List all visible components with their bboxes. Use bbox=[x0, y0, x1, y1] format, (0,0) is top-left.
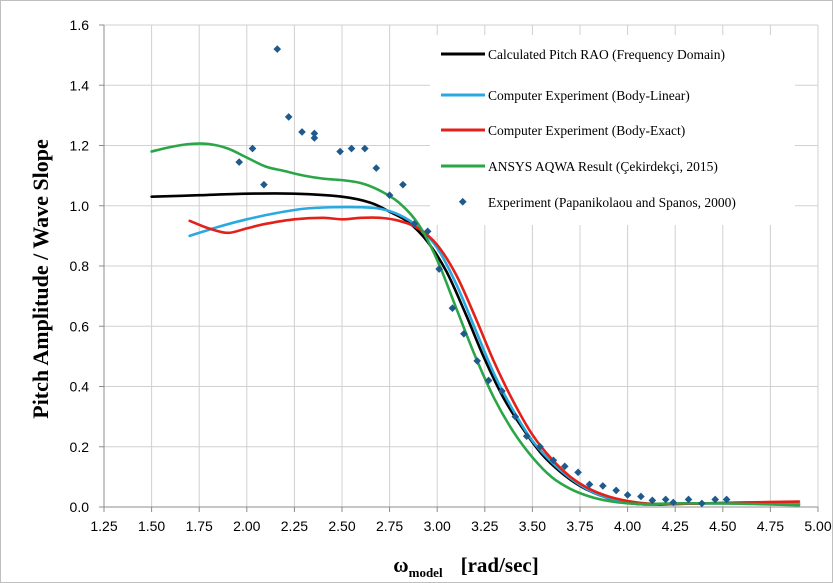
x-tick-label: 3.00 bbox=[424, 518, 451, 534]
y-tick-labels: 0.0 0.2 0.4 0.6 0.8 1.0 1.2 1.4 1.6 bbox=[70, 17, 104, 515]
data-point-marker bbox=[684, 495, 693, 504]
x-tick-label: 4.00 bbox=[614, 518, 641, 534]
data-point-marker bbox=[536, 442, 544, 451]
data-point-marker bbox=[585, 480, 594, 489]
data-point-marker bbox=[560, 462, 569, 471]
data-point-marker bbox=[711, 495, 720, 504]
legend-entry: ANSYS AQWA Result (Çekirdekçi, 2015) bbox=[441, 159, 718, 174]
series-2 bbox=[188, 216, 801, 506]
legend-entry: Computer Experiment (Body-Linear) bbox=[441, 88, 690, 103]
data-point-marker bbox=[511, 412, 520, 421]
data-point-marker bbox=[549, 456, 558, 465]
legend-label: Calculated Pitch RAO (Frequency Domain) bbox=[488, 47, 725, 62]
data-point-marker bbox=[484, 376, 493, 385]
data-point-marker bbox=[722, 495, 731, 504]
y-axis-title: Pitch Amplitude / Wave Slope bbox=[28, 139, 53, 419]
data-point-marker bbox=[399, 180, 407, 189]
x-tick-label: 2.00 bbox=[233, 518, 260, 534]
y-tick-label: 0.2 bbox=[70, 439, 90, 455]
data-point-marker bbox=[260, 180, 268, 189]
x-axis-title-unit: [rad/sec] bbox=[461, 553, 539, 577]
y-tick-label: 1.2 bbox=[70, 138, 90, 154]
x-tick-label: 1.50 bbox=[138, 518, 165, 534]
x-axis-title-subscript: model bbox=[409, 565, 443, 580]
data-point-marker bbox=[669, 498, 678, 507]
x-axis-title: ωmodel [rad/sec] bbox=[393, 553, 538, 580]
x-tick-label: 4.75 bbox=[757, 518, 784, 534]
y-tick-label: 1.4 bbox=[70, 77, 90, 93]
legend-entry: Experiment (Papanikolaou and Spanos, 200… bbox=[458, 195, 736, 210]
x-tick-label: 2.25 bbox=[281, 518, 308, 534]
data-point-marker bbox=[599, 482, 607, 490]
data-point-marker bbox=[648, 496, 657, 505]
data-point-marker bbox=[612, 486, 620, 495]
legend-label: Experiment (Papanikolaou and Spanos, 200… bbox=[488, 195, 736, 210]
data-point-marker bbox=[498, 387, 506, 395]
data-point-marker bbox=[473, 357, 482, 365]
x-tick-label: 4.25 bbox=[662, 518, 689, 534]
x-tick-label: 3.50 bbox=[519, 518, 546, 534]
y-tick-label: 1.0 bbox=[70, 198, 90, 214]
legend-label: Computer Experiment (Body-Linear) bbox=[488, 88, 690, 103]
data-series bbox=[150, 45, 801, 508]
x-tick-labels: 1.25 1.50 1.75 2.00 2.25 2.50 2.75 3.00 3.25 3.50… bbox=[90, 507, 832, 534]
legend: Calculated Pitch RAO (Frequency Domain) … bbox=[430, 35, 795, 225]
x-tick-label: 4.50 bbox=[709, 518, 736, 534]
data-point-marker bbox=[522, 432, 531, 441]
series-3 bbox=[150, 142, 801, 507]
series-line bbox=[188, 216, 801, 506]
legend-entry: Calculated Pitch RAO (Frequency Domain) bbox=[441, 47, 725, 62]
x-tick-label: 3.75 bbox=[566, 518, 593, 534]
y-tick-label: 1.6 bbox=[70, 17, 90, 33]
x-tick-label: 1.75 bbox=[186, 518, 213, 534]
data-point-marker bbox=[448, 304, 457, 312]
x-tick-label: 1.25 bbox=[90, 518, 117, 534]
y-tick-label: 0.6 bbox=[70, 318, 90, 334]
data-point-marker bbox=[698, 499, 706, 508]
x-tick-label: 2.50 bbox=[328, 518, 355, 534]
series-line bbox=[150, 142, 801, 507]
legend-label: ANSYS AQWA Result (Çekirdekçi, 2015) bbox=[488, 159, 718, 174]
data-point-marker bbox=[435, 265, 443, 273]
legend-box bbox=[430, 35, 795, 225]
data-point-marker bbox=[460, 329, 468, 338]
x-tick-label: 5.00 bbox=[804, 518, 831, 534]
y-tick-label: 0.4 bbox=[70, 379, 90, 395]
data-point-marker bbox=[661, 495, 670, 504]
legend-entry: Computer Experiment (Body-Exact) bbox=[441, 123, 685, 138]
y-tick-label: 0.8 bbox=[70, 258, 90, 274]
y-tick-label: 0.0 bbox=[70, 499, 90, 515]
x-axis-title-symbol: ω bbox=[393, 553, 408, 577]
data-point-marker bbox=[574, 468, 582, 477]
legend-label: Computer Experiment (Body-Exact) bbox=[488, 123, 685, 138]
x-tick-label: 2.75 bbox=[376, 518, 403, 534]
x-tick-label: 3.25 bbox=[471, 518, 498, 534]
data-point-marker bbox=[623, 491, 632, 499]
